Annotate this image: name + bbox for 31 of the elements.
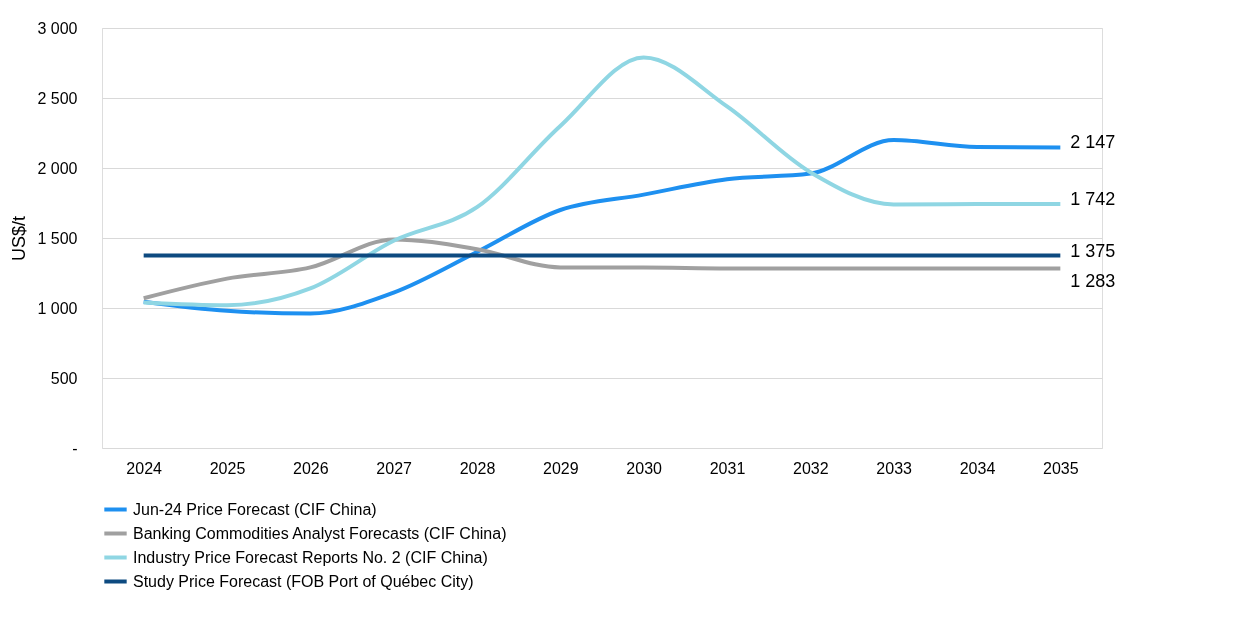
- x-tick-label: 2035: [1043, 459, 1079, 477]
- data-label: 1 742: [1070, 189, 1116, 210]
- legend-label: Banking Commodities Analyst Forecasts (CIF China): [133, 524, 507, 542]
- y-tick-label: 2 000: [37, 159, 78, 177]
- legend-label: Study Price Forecast (FOB Port of Québec City): [133, 572, 474, 590]
- y-tick-label: 3 000: [37, 19, 78, 37]
- x-tick-label: 2029: [543, 459, 579, 477]
- x-tick-label: 2034: [959, 459, 996, 477]
- x-tick-label: 2032: [793, 459, 829, 477]
- y-tick-label: 1 500: [37, 229, 78, 247]
- line-series: [141, 138, 1063, 316]
- y-tick-label: 1 000: [37, 299, 78, 317]
- data-label: 1 375: [1070, 240, 1116, 261]
- x-tick-label: 2027: [376, 459, 413, 477]
- y-tick-label: 500: [50, 369, 78, 387]
- line-series: [141, 237, 1063, 301]
- x-tick-label: 2028: [459, 459, 496, 477]
- data-label: 1 283: [1070, 271, 1116, 292]
- x-tick-label: 2024: [126, 459, 163, 477]
- x-tick-label: 2031: [709, 459, 746, 477]
- legend-label: Jun-24 Price Forecast (CIF China): [133, 500, 377, 518]
- data-label: 2 147: [1070, 132, 1116, 153]
- x-tick-label: 2030: [626, 459, 663, 477]
- y-axis-title: US$/t: [9, 215, 30, 262]
- y-tick-label: -: [72, 439, 78, 457]
- legend-label: Industry Price Forecast Reports No. 2 (CIF China): [133, 548, 488, 566]
- x-tick-label: 2033: [876, 459, 913, 477]
- line-series: [141, 55, 1063, 308]
- y-tick-label: 2 500: [37, 89, 78, 107]
- x-tick-label: 2026: [293, 459, 329, 477]
- x-tick-label: 2025: [209, 459, 246, 477]
